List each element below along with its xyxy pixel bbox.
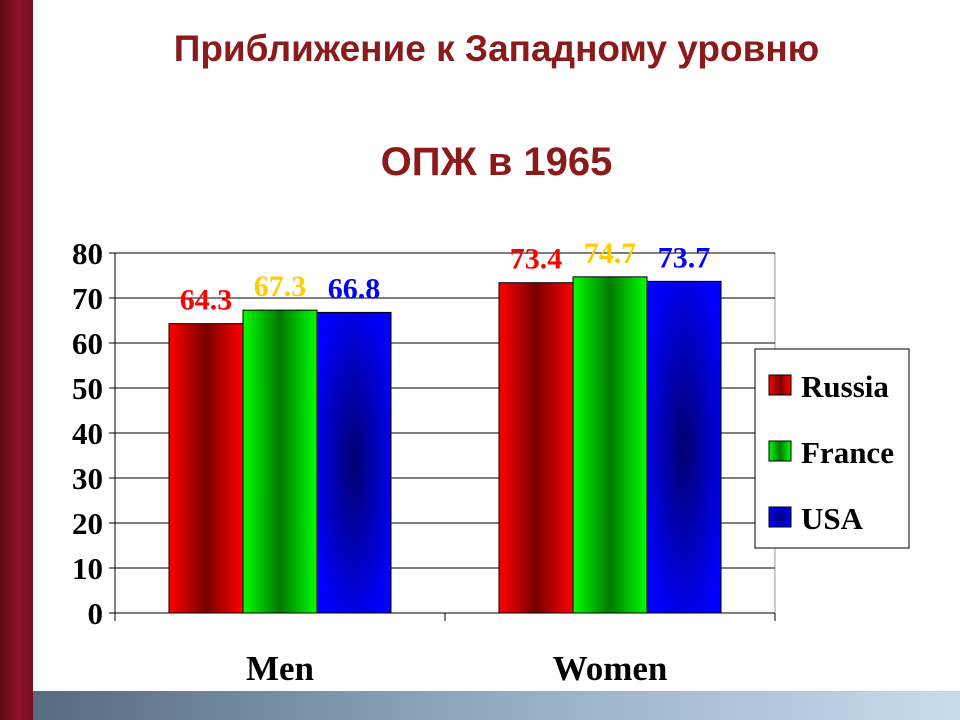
- bar-france-men: [242, 309, 318, 614]
- value-label: 64.3: [180, 284, 233, 317]
- x-category-label: Men: [246, 649, 314, 688]
- y-tick-label: 80: [72, 236, 103, 271]
- bar-usa-women: [646, 280, 722, 614]
- bar-russia-men: [168, 323, 244, 614]
- bar-france-women: [572, 276, 648, 614]
- bars: [168, 276, 722, 614]
- y-tick-label: 0: [88, 596, 104, 631]
- y-tick-label: 10: [72, 551, 103, 586]
- y-tick-label: 70: [72, 281, 103, 316]
- legend: Russia France USA: [754, 348, 910, 549]
- legend-label: USA: [801, 501, 864, 536]
- value-label: 73.4: [510, 243, 563, 276]
- legend-swatch-france: [768, 440, 792, 462]
- slide-subtitle: ОПЖ в 1965: [380, 140, 613, 184]
- y-tick-label: 20: [72, 506, 103, 541]
- legend-swatch-usa: [768, 506, 792, 528]
- footer-bar: [33, 691, 960, 720]
- value-labels: 64.3 67.3 66.8 73.4 74.7 73.7: [180, 237, 711, 317]
- value-label: 67.3: [254, 270, 307, 303]
- legend-swatch-russia: [768, 374, 792, 396]
- y-tick-label: 30: [72, 461, 103, 496]
- value-label: 74.7: [584, 237, 637, 270]
- legend-label: France: [801, 435, 894, 470]
- y-tick-label: 50: [72, 371, 103, 406]
- y-tick-label: 40: [72, 416, 103, 451]
- value-label: 73.7: [658, 241, 711, 274]
- legend-label: Russia: [801, 369, 889, 404]
- value-label: 66.8: [328, 272, 381, 305]
- slide-title: Приближение к Западному уровню: [173, 28, 820, 69]
- bar-russia-women: [498, 282, 574, 614]
- y-tick-label: 60: [72, 326, 103, 361]
- bar-usa-men: [316, 311, 392, 614]
- x-category-label: Women: [553, 649, 668, 688]
- sidebar-accent: [0, 0, 33, 720]
